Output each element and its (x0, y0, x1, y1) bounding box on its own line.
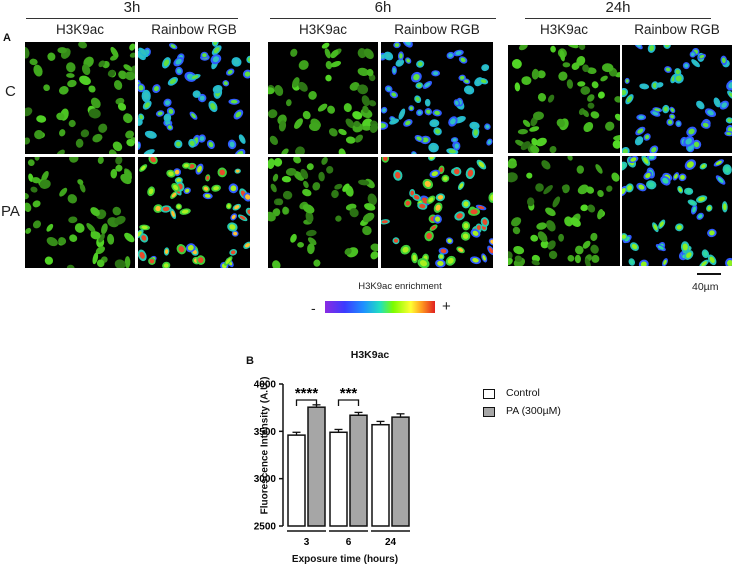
bar-pa-3 (307, 406, 326, 527)
significance-label: **** (295, 385, 319, 402)
micrograph-24h-pa-h3k9ac (508, 156, 620, 266)
bar-pa-6 (349, 414, 368, 527)
panel-a-letter: A (3, 32, 11, 44)
y-axis-title: Fluorescence Intensity (A.U.) (259, 376, 271, 515)
col-label-24h-h3k9ac: H3K9ac (539, 22, 589, 37)
micrograph-24h-pa-rainbow (622, 156, 732, 266)
time-divider-6h (270, 18, 496, 19)
col-label-3h-h3k9ac: H3K9ac (55, 22, 105, 37)
chart-title: H3K9ac (350, 349, 390, 361)
micrograph-6h-control-h3k9ac (268, 42, 378, 154)
bar-control-3 (287, 434, 306, 527)
micrograph-24h-control-h3k9ac (508, 45, 620, 153)
y-tick-label: 4000 (254, 380, 277, 391)
y-tick-label: 3000 (254, 474, 277, 485)
x-tick-label: 6 (346, 537, 352, 548)
micrograph-3h-control-rainbow (138, 42, 250, 154)
legend-swatch-control (483, 389, 495, 399)
micrograph-3h-pa-h3k9ac (25, 157, 135, 268)
col-label-3h-rainbow: Rainbow RGB (151, 22, 237, 37)
micrograph-6h-pa-h3k9ac (268, 157, 378, 268)
enrichment-legend-title: H3K9ac enrichment (358, 281, 442, 292)
x-tick-label: 24 (385, 537, 397, 548)
time-label-3h: 3h (123, 0, 141, 16)
time-label-24h: 24h (605, 0, 631, 16)
col-label-6h-h3k9ac: H3K9ac (298, 22, 348, 37)
legend-swatch-pa (483, 407, 495, 417)
significance-bracket (337, 399, 360, 406)
enrichment-legend-plus: + (442, 298, 451, 315)
col-label-6h-rainbow: Rainbow RGB (394, 22, 480, 37)
micrograph-3h-pa-rainbow (138, 157, 250, 268)
time-divider-3h (26, 18, 238, 19)
significance-bracket (295, 399, 318, 406)
enrichment-gradient-bar (325, 301, 435, 313)
panel-b-letter: B (246, 355, 254, 367)
y-tick-label: 2500 (254, 522, 277, 533)
row-label-control: C (5, 83, 16, 100)
micrograph-3h-control-h3k9ac (25, 42, 135, 154)
x-tick-label: 3 (304, 537, 310, 548)
enrichment-legend-minus: - (311, 300, 316, 316)
row-label-pa: PA (1, 203, 20, 220)
scale-bar-line (697, 273, 721, 275)
legend-label-control: Control (506, 387, 540, 399)
bar-control-6 (329, 431, 348, 527)
significance-label: *** (340, 385, 358, 402)
y-tick-label: 3500 (254, 427, 277, 438)
micrograph-6h-pa-rainbow (381, 157, 493, 268)
col-label-24h-rainbow: Rainbow RGB (634, 22, 720, 37)
micrograph-24h-control-rainbow (622, 45, 732, 153)
legend-label-pa: PA (300µM) (506, 405, 561, 417)
x-axis-title: Exposure time (hours) (291, 554, 399, 565)
micrograph-6h-control-rainbow (381, 42, 493, 154)
time-divider-24h (525, 18, 711, 19)
time-label-6h: 6h (374, 0, 392, 16)
scale-bar-label: 40µm (692, 281, 719, 293)
bar-pa-24 (391, 416, 410, 527)
bar-control-24 (371, 423, 390, 527)
